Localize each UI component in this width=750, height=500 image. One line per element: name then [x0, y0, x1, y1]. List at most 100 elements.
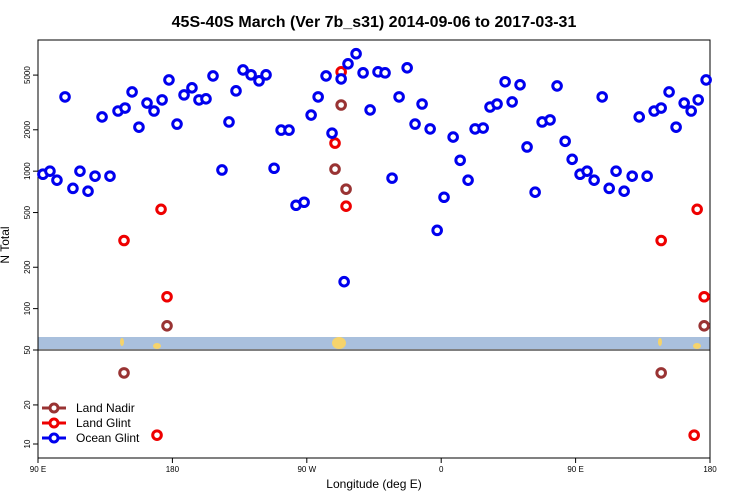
y-tick-label: 2000 [23, 120, 32, 138]
point [499, 75, 511, 88]
point [700, 74, 712, 86]
point [340, 183, 352, 195]
point [74, 165, 86, 177]
point [529, 186, 541, 199]
point [688, 429, 700, 441]
y-tick-label: 1000 [23, 162, 32, 180]
point [216, 164, 228, 176]
point [44, 165, 56, 177]
point [163, 74, 175, 86]
point [393, 91, 405, 103]
point [148, 105, 160, 117]
legend-marker [48, 417, 60, 429]
point [342, 58, 354, 70]
lower-frame [37, 349, 711, 459]
point [151, 429, 163, 441]
point [178, 89, 190, 101]
legend-marker [48, 402, 60, 414]
point [59, 91, 71, 103]
point [335, 73, 347, 85]
point [260, 69, 272, 81]
x-tick-label: 180 [703, 465, 717, 474]
legend-marker [48, 432, 60, 444]
point [588, 174, 600, 186]
point [641, 170, 653, 182]
x-tick-label: 180 [166, 465, 180, 474]
point [462, 174, 474, 186]
point [200, 93, 212, 105]
point [691, 203, 703, 216]
point [283, 124, 295, 136]
point [186, 82, 198, 94]
legend-label: Land Nadir [76, 401, 135, 415]
point [329, 163, 341, 175]
point [566, 153, 578, 166]
y-axis-label: N Total [0, 226, 12, 263]
point [207, 70, 219, 82]
point [386, 172, 398, 184]
point [161, 290, 173, 303]
point [118, 367, 130, 379]
point [357, 67, 369, 79]
point [655, 102, 667, 114]
point [379, 67, 391, 79]
point [559, 135, 571, 148]
point [655, 234, 667, 247]
point [431, 224, 443, 237]
point [118, 234, 130, 247]
point [350, 47, 362, 60]
point [521, 141, 533, 153]
point [603, 182, 616, 195]
point [133, 121, 145, 133]
point [268, 162, 280, 175]
point [230, 85, 242, 97]
point [544, 114, 556, 126]
point [223, 116, 235, 128]
point [312, 91, 324, 103]
point [477, 122, 489, 134]
point [670, 121, 682, 133]
point [454, 154, 466, 167]
point [326, 127, 338, 139]
chart-title: 45S-40S March (Ver 7b_s31) 2014-09-06 to… [172, 14, 577, 31]
point [82, 185, 94, 197]
point [298, 196, 310, 209]
point [698, 290, 710, 303]
point [514, 78, 526, 91]
point [245, 69, 257, 81]
y-tick-label: 50 [23, 345, 32, 354]
point [551, 80, 563, 92]
point [253, 75, 265, 87]
x-tick-label: 0 [439, 465, 444, 474]
y-tick-label: 500 [23, 205, 32, 219]
x-axis-label: Longitude (deg E) [326, 477, 421, 491]
legend-label: Land Glint [76, 416, 131, 430]
point [171, 118, 183, 130]
point [424, 123, 436, 135]
y-tick-label: 20 [23, 400, 32, 409]
point [506, 96, 518, 108]
point [237, 64, 249, 76]
point [119, 102, 131, 114]
point [698, 319, 710, 332]
point [161, 319, 173, 332]
point [618, 185, 630, 197]
point [340, 200, 352, 213]
point [364, 104, 376, 116]
x-tick-label: 90 E [567, 465, 583, 474]
point [655, 367, 667, 379]
point [335, 99, 347, 111]
point [692, 94, 705, 106]
point [438, 191, 450, 204]
point [596, 91, 608, 103]
x-tick-label: 90 W [297, 465, 316, 474]
x-tick-label: 90 E [30, 465, 46, 474]
point [685, 105, 697, 117]
point [51, 174, 63, 186]
land-strip [38, 337, 710, 349]
point [89, 170, 101, 182]
point [581, 165, 593, 177]
point [678, 97, 690, 109]
y-tick-label: 100 [23, 301, 32, 315]
